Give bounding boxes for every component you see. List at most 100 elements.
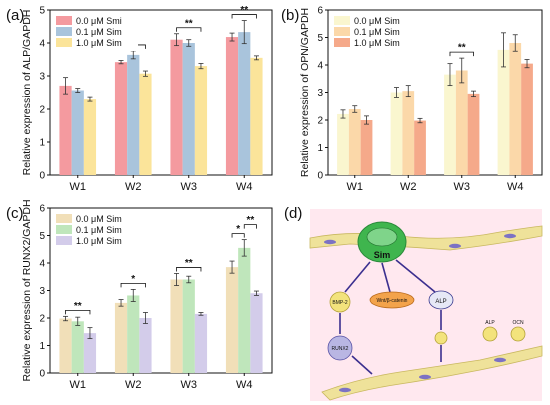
x-tick-label: W2 — [125, 181, 142, 193]
runx2-label: RUNX2 — [332, 346, 349, 352]
pathway-diagram: Sim BMP-2 Wnt/β-catenin ALP RUNX2 ALP OC… — [309, 209, 543, 401]
x-tick-label: W1 — [70, 181, 87, 193]
sim-label: Sim — [374, 250, 391, 260]
bar — [83, 99, 97, 175]
pathway-arrow — [344, 261, 371, 293]
wnt-label: Wnt/β-catenin — [377, 298, 408, 304]
y-tick-label: 4 — [39, 39, 45, 50]
x-tick-label: W4 — [236, 379, 253, 391]
x-tick-label: W3 — [181, 379, 198, 391]
significance-label: ** — [458, 43, 466, 54]
bar — [83, 333, 97, 373]
bar — [337, 113, 349, 175]
y-tick-label: 4 — [317, 61, 323, 72]
lower-nucleus — [339, 387, 351, 393]
legend-label: 1.0 μM Sim — [76, 236, 122, 246]
bar — [521, 63, 533, 175]
lower-nucleus — [419, 374, 431, 380]
legend-swatch — [334, 16, 350, 25]
bar — [194, 66, 208, 175]
alp-label: ALP — [435, 299, 446, 305]
bar — [127, 54, 140, 175]
y-tick-label: 2 — [39, 105, 45, 116]
bar — [250, 293, 263, 373]
x-tick-label: W2 — [125, 379, 142, 391]
panel-label-d: (d) — [284, 205, 302, 222]
bar — [71, 90, 84, 175]
bar — [225, 37, 239, 176]
x-tick-label: W3 — [181, 181, 198, 193]
bar — [170, 279, 183, 373]
significance-label: * — [131, 274, 135, 285]
significance-label: ** — [74, 301, 82, 312]
significance-label: ** — [185, 18, 193, 29]
bar — [170, 39, 183, 176]
y-tick-label: 0 — [39, 171, 45, 182]
alp-marker-label: ALP — [485, 320, 495, 326]
x-tick-label: W4 — [507, 181, 524, 193]
bar — [182, 43, 195, 175]
legend-swatch — [334, 38, 350, 47]
pathway-arrow — [395, 259, 436, 293]
ocn-marker-icon — [510, 326, 526, 342]
y-tick-label: 1 — [39, 138, 45, 149]
legend-label: 0.1 μM Sim — [76, 225, 122, 235]
legend-swatch — [56, 214, 72, 223]
significance-label: ** — [240, 5, 248, 16]
legend-swatch — [56, 27, 72, 36]
bar — [238, 247, 251, 373]
legend-swatch — [334, 27, 350, 36]
panel-label-a: (a) — [6, 7, 24, 24]
significance-bracket — [243, 224, 257, 229]
pathway-arrow — [351, 355, 373, 375]
bmp2-node-icon — [329, 291, 351, 313]
alp-node-icon — [428, 290, 454, 310]
x-tick-label: W1 — [347, 181, 364, 193]
bar — [348, 109, 361, 175]
bar — [59, 318, 72, 373]
legend-label: 0.0 μM Sim — [76, 214, 122, 224]
x-tick-label: W4 — [236, 181, 253, 193]
y-tick-label: 3 — [317, 88, 323, 99]
y-tick-label: 5 — [39, 6, 45, 17]
y-tick-label: 6 — [317, 6, 323, 17]
bar — [59, 85, 72, 175]
lower-nucleus — [494, 357, 506, 363]
sim-molecule-icon — [366, 227, 398, 247]
significance-bracket — [231, 233, 245, 238]
alp-marker-icon — [482, 326, 498, 342]
bar — [194, 313, 208, 373]
bar — [71, 321, 84, 373]
legend-swatch — [56, 16, 72, 25]
y-tick-label: 6 — [39, 204, 45, 215]
legend-label: 0.1 μM Sim — [76, 27, 122, 37]
y-tick-label: 2 — [317, 116, 323, 127]
legend-swatch — [56, 38, 72, 47]
bar — [360, 120, 373, 175]
y-tick-label: 3 — [39, 286, 45, 297]
y-tick-label: 5 — [39, 231, 45, 242]
significance-label: ** — [185, 258, 193, 269]
significance-bracket — [449, 51, 474, 57]
y-tick-label: 0 — [317, 171, 323, 182]
bar — [139, 73, 152, 175]
bar — [402, 91, 415, 175]
legend-swatch — [56, 225, 72, 234]
bar — [139, 318, 152, 373]
y-axis-label: Relative expression of ALP/GAPDH — [21, 10, 33, 176]
bar — [444, 74, 456, 175]
significance-bracket — [176, 267, 202, 272]
bmp2-label: BMP-2 — [332, 300, 348, 306]
chart-runx2: 0 1 2 3 4 5 6 Relative expression of RUNX2/GAPD… — [21, 199, 273, 391]
bar — [390, 92, 403, 175]
legend-swatch — [56, 236, 72, 245]
legend-label: 0.0 μM Sim — [354, 16, 400, 26]
pathway-arrow — [381, 262, 391, 293]
y-tick-label: 1 — [39, 341, 45, 352]
ocn-marker-label: OCN — [512, 320, 524, 326]
y-tick-label: 2 — [39, 314, 45, 325]
chart-alp: 0 1 2 3 4 5 Relative expression of ALP/GAPDH W1… — [21, 5, 273, 193]
vesicle-icon — [434, 331, 448, 345]
y-axis-label: Relative expression of OPN/GAPDH — [299, 8, 311, 177]
